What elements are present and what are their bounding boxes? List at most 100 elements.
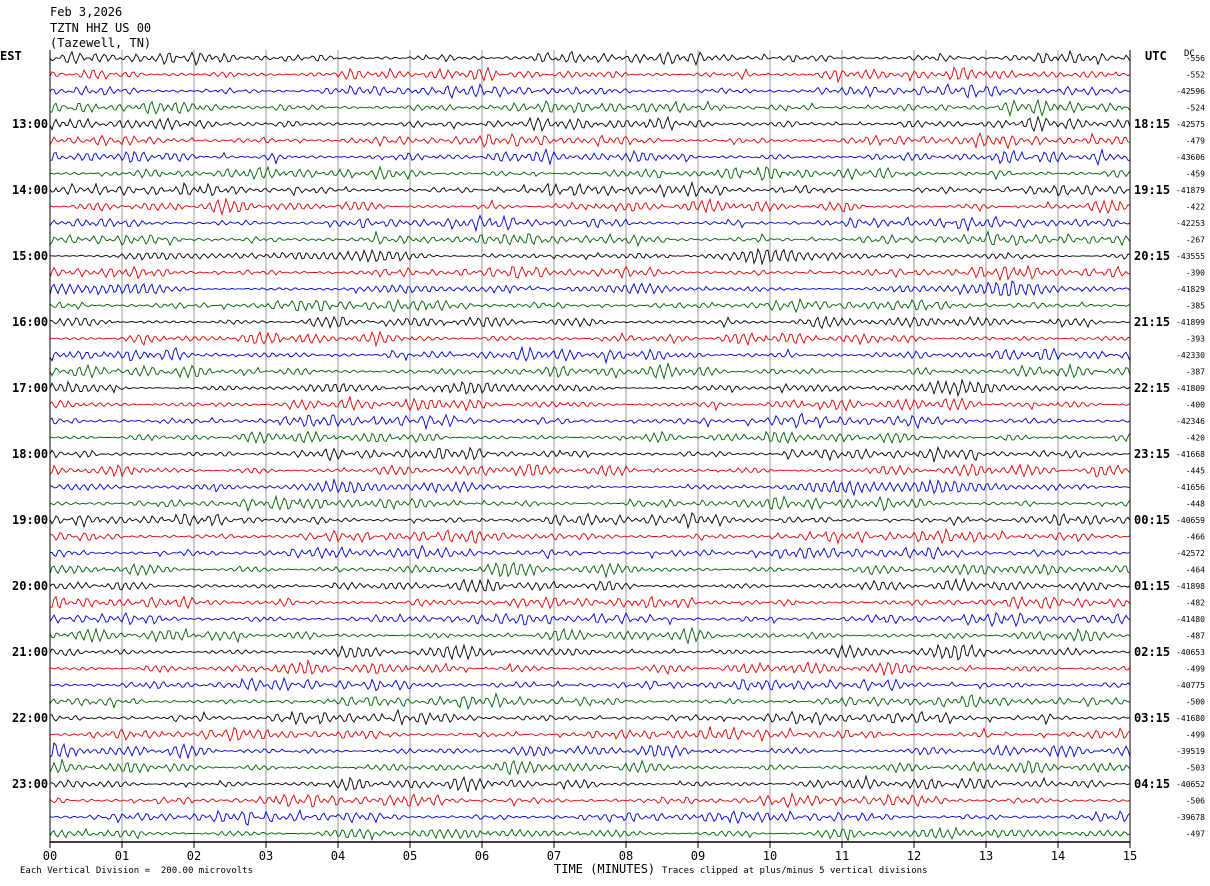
scale-note: Each Vertical Division = 200.00 microvol… <box>20 866 253 876</box>
right-hour-label: 04:15 <box>1134 777 1170 791</box>
trace-group <box>49 49 1131 842</box>
x-tick-label-10: 10 <box>763 849 777 863</box>
dc-offset-label: -39678 <box>1176 813 1205 822</box>
trace-1 <box>49 49 1131 67</box>
trace-24 <box>49 430 1131 445</box>
dc-offset-label: -459 <box>1186 170 1205 179</box>
trace-11 <box>49 214 1131 233</box>
left-timezone-label: EST <box>0 49 22 63</box>
trace-32 <box>49 561 1131 579</box>
dc-offset-label: -479 <box>1186 137 1205 146</box>
left-hour-label: 18:00 <box>12 447 48 461</box>
dc-offset-label: -390 <box>1186 269 1205 278</box>
right-hour-label: 03:15 <box>1134 711 1170 725</box>
trace-2 <box>49 66 1131 84</box>
x-tick-label-12: 12 <box>907 849 921 863</box>
x-tick-label-15: 15 <box>1123 849 1137 863</box>
dc-offset-label: -499 <box>1186 731 1205 740</box>
dc-offset-label: -500 <box>1186 698 1205 707</box>
dc-offset-label: -41480 <box>1176 615 1205 624</box>
dc-offset-label: -40652 <box>1176 780 1205 789</box>
x-tick-label-04: 04 <box>331 849 345 863</box>
trace-41 <box>49 708 1131 727</box>
dc-offset-label: -42596 <box>1176 87 1205 96</box>
trace-43 <box>49 742 1131 760</box>
trace-46 <box>49 791 1131 809</box>
location-label: (Tazewell, TN) <box>50 36 152 50</box>
dc-offset-label: -41656 <box>1176 483 1205 492</box>
dc-offset-label: -41829 <box>1176 285 1205 294</box>
dc-offset-label: -41680 <box>1176 714 1205 723</box>
dc-offset-label: -400 <box>1186 401 1205 410</box>
trace-33 <box>49 577 1131 593</box>
trace-23 <box>49 412 1131 431</box>
trace-6 <box>49 132 1131 150</box>
dc-offset-label: -40659 <box>1176 516 1205 525</box>
axis-frame <box>49 50 1131 848</box>
trace-7 <box>49 147 1131 167</box>
dc-offset-label: -506 <box>1186 797 1205 806</box>
trace-48 <box>49 826 1131 842</box>
trace-39 <box>49 676 1131 692</box>
dc-offset-label: -39519 <box>1176 747 1205 756</box>
left-hour-label: 20:00 <box>12 579 48 593</box>
x-tick-label-03: 03 <box>259 849 273 863</box>
dc-offset-label: -497 <box>1186 830 1205 839</box>
dc-offset-label: -41898 <box>1176 582 1205 591</box>
right-hour-label: 22:15 <box>1134 381 1170 395</box>
right-hour-label: 00:15 <box>1134 513 1170 527</box>
dc-offset-label: -42330 <box>1176 351 1205 360</box>
dc-offset-label: -385 <box>1186 302 1205 311</box>
station-label: TZTN HHZ US 00 <box>50 21 152 35</box>
left-hour-label: 13:00 <box>12 117 48 131</box>
trace-5 <box>49 115 1131 133</box>
left-hour-label: 23:00 <box>12 777 48 791</box>
time-gridlines <box>49 50 1131 842</box>
dc-offset-label: -422 <box>1186 203 1205 212</box>
right-hour-label: 02:15 <box>1134 645 1170 659</box>
dc-offset-label: -445 <box>1186 467 1205 476</box>
dc-offset-label: -40775 <box>1176 681 1205 690</box>
trace-31 <box>49 544 1131 560</box>
dc-offset-label: -41899 <box>1176 318 1205 327</box>
dc-offset-label: -466 <box>1186 533 1205 542</box>
trace-35 <box>49 611 1131 628</box>
trace-30 <box>49 527 1131 545</box>
x-axis-title: TIME (MINUTES) <box>554 862 656 876</box>
left-hour-label: 15:00 <box>12 249 48 263</box>
left-hour-label: 22:00 <box>12 711 48 725</box>
trace-3 <box>49 82 1131 100</box>
x-tick-label-00: 00 <box>43 849 57 863</box>
trace-4 <box>49 98 1131 118</box>
x-tick-label-08: 08 <box>619 849 633 863</box>
trace-28 <box>49 494 1131 513</box>
x-tick-label-14: 14 <box>1051 849 1065 863</box>
trace-9 <box>49 180 1131 199</box>
trace-36 <box>49 626 1131 645</box>
x-tick-label-02: 02 <box>187 849 201 863</box>
x-tick-label-06: 06 <box>475 849 489 863</box>
dc-offset-label: -420 <box>1186 434 1205 443</box>
trace-37 <box>49 643 1131 661</box>
trace-38 <box>49 658 1131 677</box>
right-hour-label: 23:15 <box>1134 447 1170 461</box>
dc-offset-label: -41668 <box>1176 450 1205 459</box>
right-hour-label: 19:15 <box>1134 183 1170 197</box>
trace-16 <box>49 297 1131 314</box>
x-tick-label-11: 11 <box>835 849 849 863</box>
x-tick-label-05: 05 <box>403 849 417 863</box>
dc-offset-label: -503 <box>1186 764 1205 773</box>
trace-13 <box>49 247 1131 266</box>
dc-offset-label: -393 <box>1186 335 1205 344</box>
trace-19 <box>49 345 1131 365</box>
trace-34 <box>49 595 1131 610</box>
trace-8 <box>49 165 1131 182</box>
trace-29 <box>49 512 1131 530</box>
x-tick-label-07: 07 <box>547 849 561 863</box>
trace-10 <box>49 197 1131 217</box>
trace-44 <box>49 757 1131 776</box>
trace-14 <box>49 264 1131 282</box>
axis-labels: 00 01 02 03 04 05 06 07 08 09 10 11 12 13 14 15 13:00 14:… <box>12 54 1205 863</box>
dc-offset-label: -41809 <box>1176 384 1205 393</box>
dc-offset-label: -40653 <box>1176 648 1205 657</box>
